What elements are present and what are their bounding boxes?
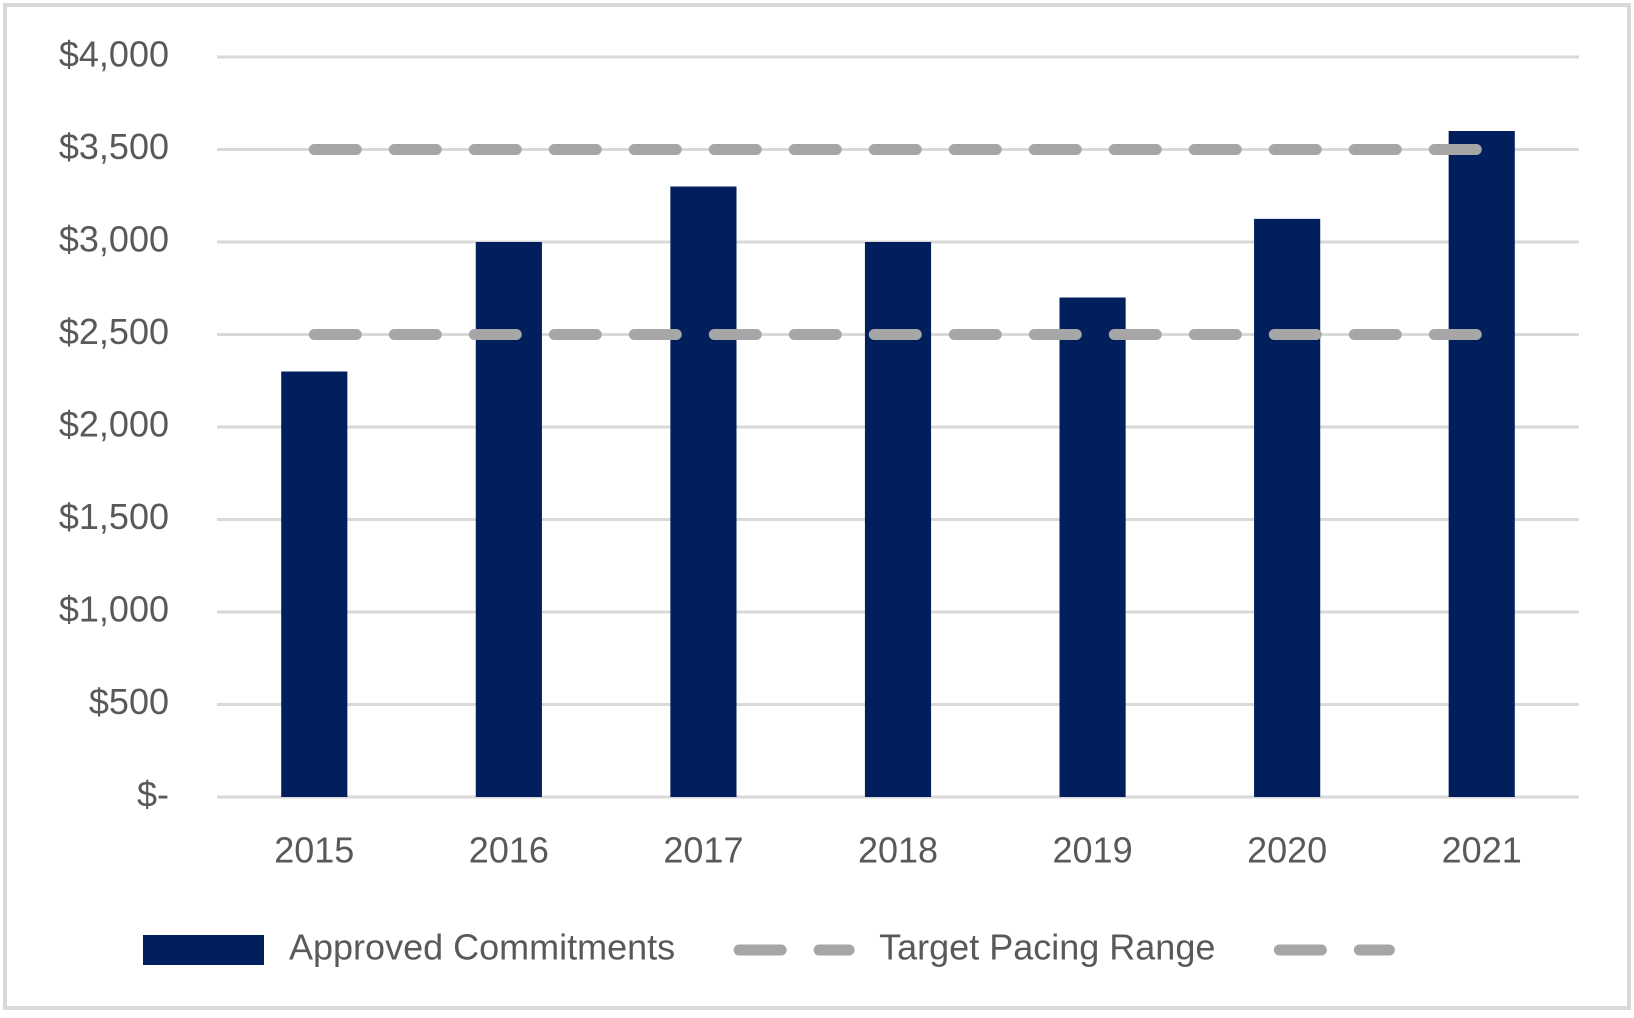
y-tick-label: $1,500	[59, 496, 169, 537]
bar	[864, 242, 932, 797]
y-tick-label: $3,000	[59, 219, 169, 260]
legend-label: Approved Commitments	[289, 927, 675, 968]
x-tick-label: 2017	[663, 830, 743, 871]
chart-frame	[3, 3, 1631, 1010]
x-tick-label: 2015	[274, 830, 354, 871]
bar	[1448, 131, 1515, 797]
legend-swatch	[143, 935, 264, 965]
y-tick-label: $2,500	[59, 311, 169, 352]
legend-label: Target Pacing Range	[879, 927, 1215, 968]
x-tick-label: 2020	[1247, 830, 1327, 871]
y-tick-label: $4,000	[59, 34, 169, 75]
bar	[1254, 218, 1321, 797]
y-tick-label: $2,000	[59, 404, 169, 445]
bar	[1059, 297, 1126, 797]
x-tick-label: 2016	[469, 830, 549, 871]
y-tick-label: $3,500	[59, 126, 169, 167]
x-tick-label: 2019	[1053, 830, 1133, 871]
bar	[281, 371, 348, 797]
bar	[475, 242, 542, 797]
y-tick-label: $1,000	[59, 589, 169, 630]
y-tick-label: $500	[89, 681, 169, 722]
bar	[670, 186, 737, 797]
y-tick-label: $-	[137, 774, 169, 815]
x-tick-label: 2018	[858, 830, 938, 871]
x-tick-label: 2021	[1442, 830, 1522, 871]
